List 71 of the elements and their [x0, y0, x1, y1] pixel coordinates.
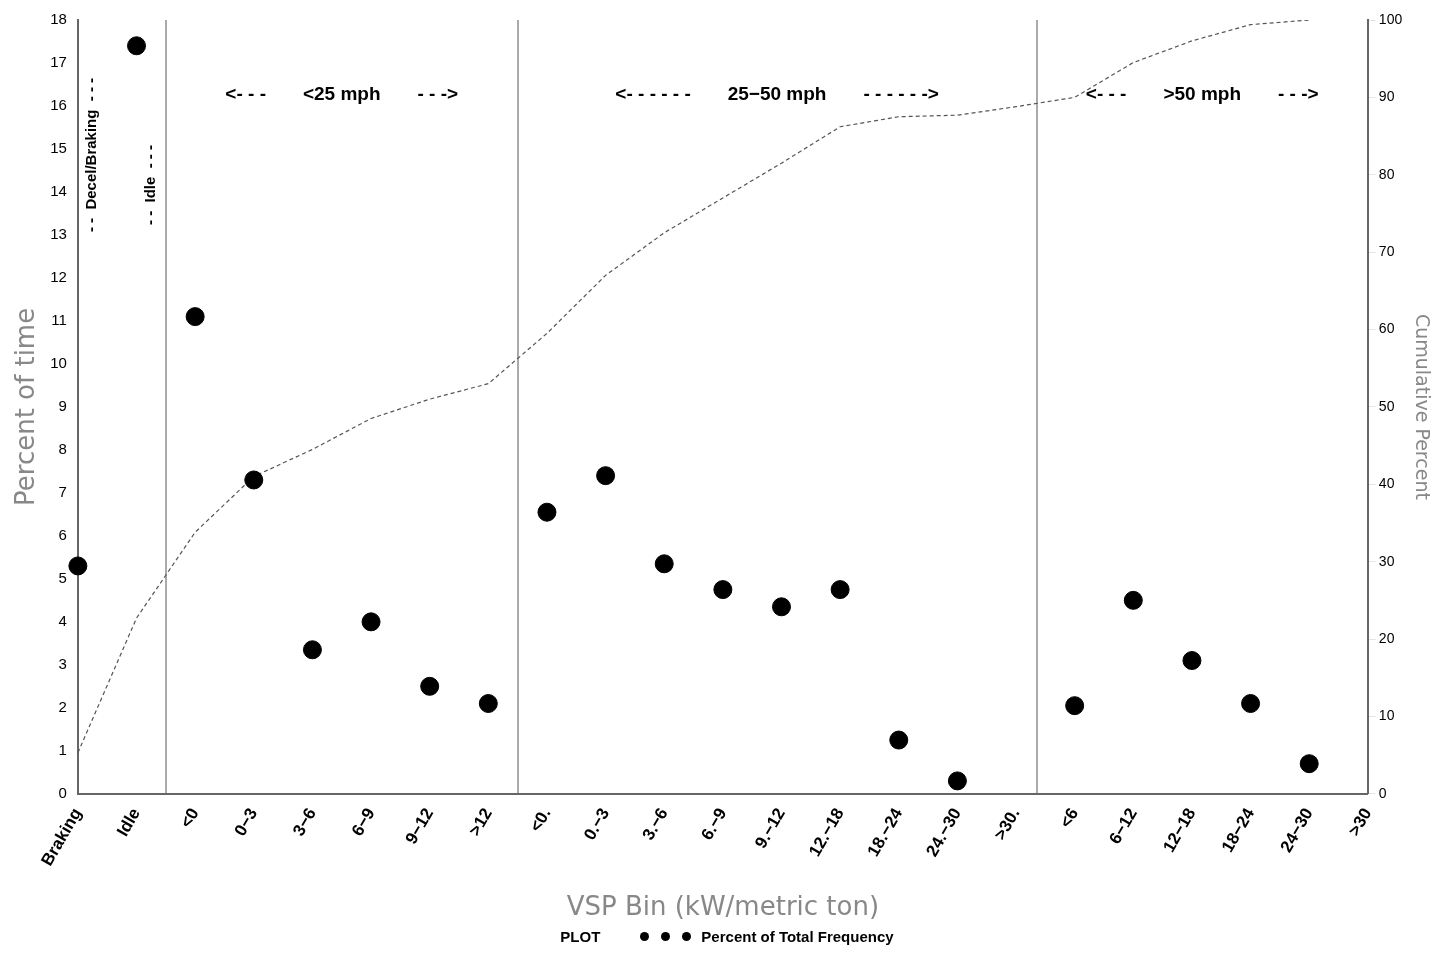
y2-tick-label: 80	[1378, 165, 1395, 182]
y2-tick-label: 30	[1378, 552, 1395, 569]
x-tick-label: <0.	[525, 804, 555, 836]
y2-tick-label: 70	[1378, 243, 1395, 259]
y-tick-label: 5	[58, 568, 67, 586]
point	[1123, 590, 1143, 610]
x-tick-label: 3−6	[289, 804, 320, 840]
x-tick-label: <6	[1056, 804, 1083, 832]
legend-label: Percent of Total Frequency	[701, 928, 894, 945]
point	[1241, 694, 1261, 714]
y2-tick-label: 40	[1378, 475, 1395, 492]
point	[654, 554, 674, 574]
y2-tick-label: 0	[1378, 784, 1387, 801]
x-tick-label: >30	[1344, 804, 1376, 840]
annotation: - - Idle - - -	[140, 145, 158, 225]
y2-tick-label: 90	[1378, 88, 1395, 105]
point	[127, 36, 147, 56]
y-tick-label: 10	[50, 354, 67, 372]
y2-tick-label: 10	[1378, 707, 1395, 724]
point	[1299, 754, 1319, 774]
y-tick-label: 11	[51, 311, 67, 329]
point	[596, 466, 616, 486]
y-tick-label: 17	[50, 53, 67, 71]
x-tick-label: <0	[176, 804, 203, 832]
point	[889, 730, 909, 750]
point	[420, 676, 440, 696]
legend-title: PLOT	[560, 928, 601, 945]
annotation: - - Decel/Braking - - -	[82, 77, 100, 233]
x-tick-label: 0−3	[230, 804, 262, 840]
y-tick-label: 14	[50, 182, 67, 200]
x-tick-label: >12	[464, 804, 496, 840]
y-tick-label: 8	[58, 440, 67, 458]
y-tick-label: 1	[58, 740, 67, 758]
y2-axis-title: Cumulative Percent	[1411, 313, 1434, 500]
y-tick-label: 3	[58, 654, 67, 672]
y2-tick-label: 50	[1378, 397, 1395, 414]
y-tick-label: 4	[58, 611, 67, 629]
y-tick-label: 2	[58, 697, 67, 715]
y-tick-label: 7	[58, 483, 67, 501]
annotation: <- - - >50 mph - - ->	[1085, 83, 1319, 105]
x-tick-label: >30.	[990, 804, 1024, 844]
y-tick-label: 18	[50, 10, 67, 28]
y-axis-title: Percent of time	[10, 307, 41, 506]
y2-tick-label: 100	[1378, 10, 1403, 27]
x-axis-title: VSP Bin (kW/metric ton)	[566, 891, 880, 922]
y-tick-label: 13	[50, 225, 67, 243]
y-tick-label: 6	[58, 526, 67, 543]
y-tick-label: 16	[50, 96, 67, 114]
point	[947, 771, 967, 791]
x-tick-label: Idle	[112, 804, 145, 840]
y-tick-label: 9	[58, 397, 67, 415]
x-tick-label: 6−9	[347, 804, 379, 840]
point	[302, 640, 322, 660]
point	[772, 597, 791, 617]
y-tick-label: 12	[50, 268, 67, 286]
point	[185, 307, 205, 327]
point	[1182, 651, 1202, 671]
y-tick-label: 15	[50, 139, 67, 157]
point	[361, 612, 381, 632]
y2-tick-label: 60	[1378, 320, 1395, 337]
point	[244, 470, 264, 490]
annotation: <- - - - - - 25−50 mph - - - - - ->	[615, 83, 939, 105]
y-tick-label: 0	[58, 783, 67, 801]
point	[1065, 696, 1085, 716]
annotation: <- - - <25 mph - - ->	[225, 83, 459, 105]
point	[478, 694, 498, 714]
y2-tick-label: 20	[1378, 629, 1395, 646]
point	[713, 580, 733, 600]
point	[537, 502, 557, 522]
point	[68, 556, 88, 576]
point	[830, 580, 850, 600]
